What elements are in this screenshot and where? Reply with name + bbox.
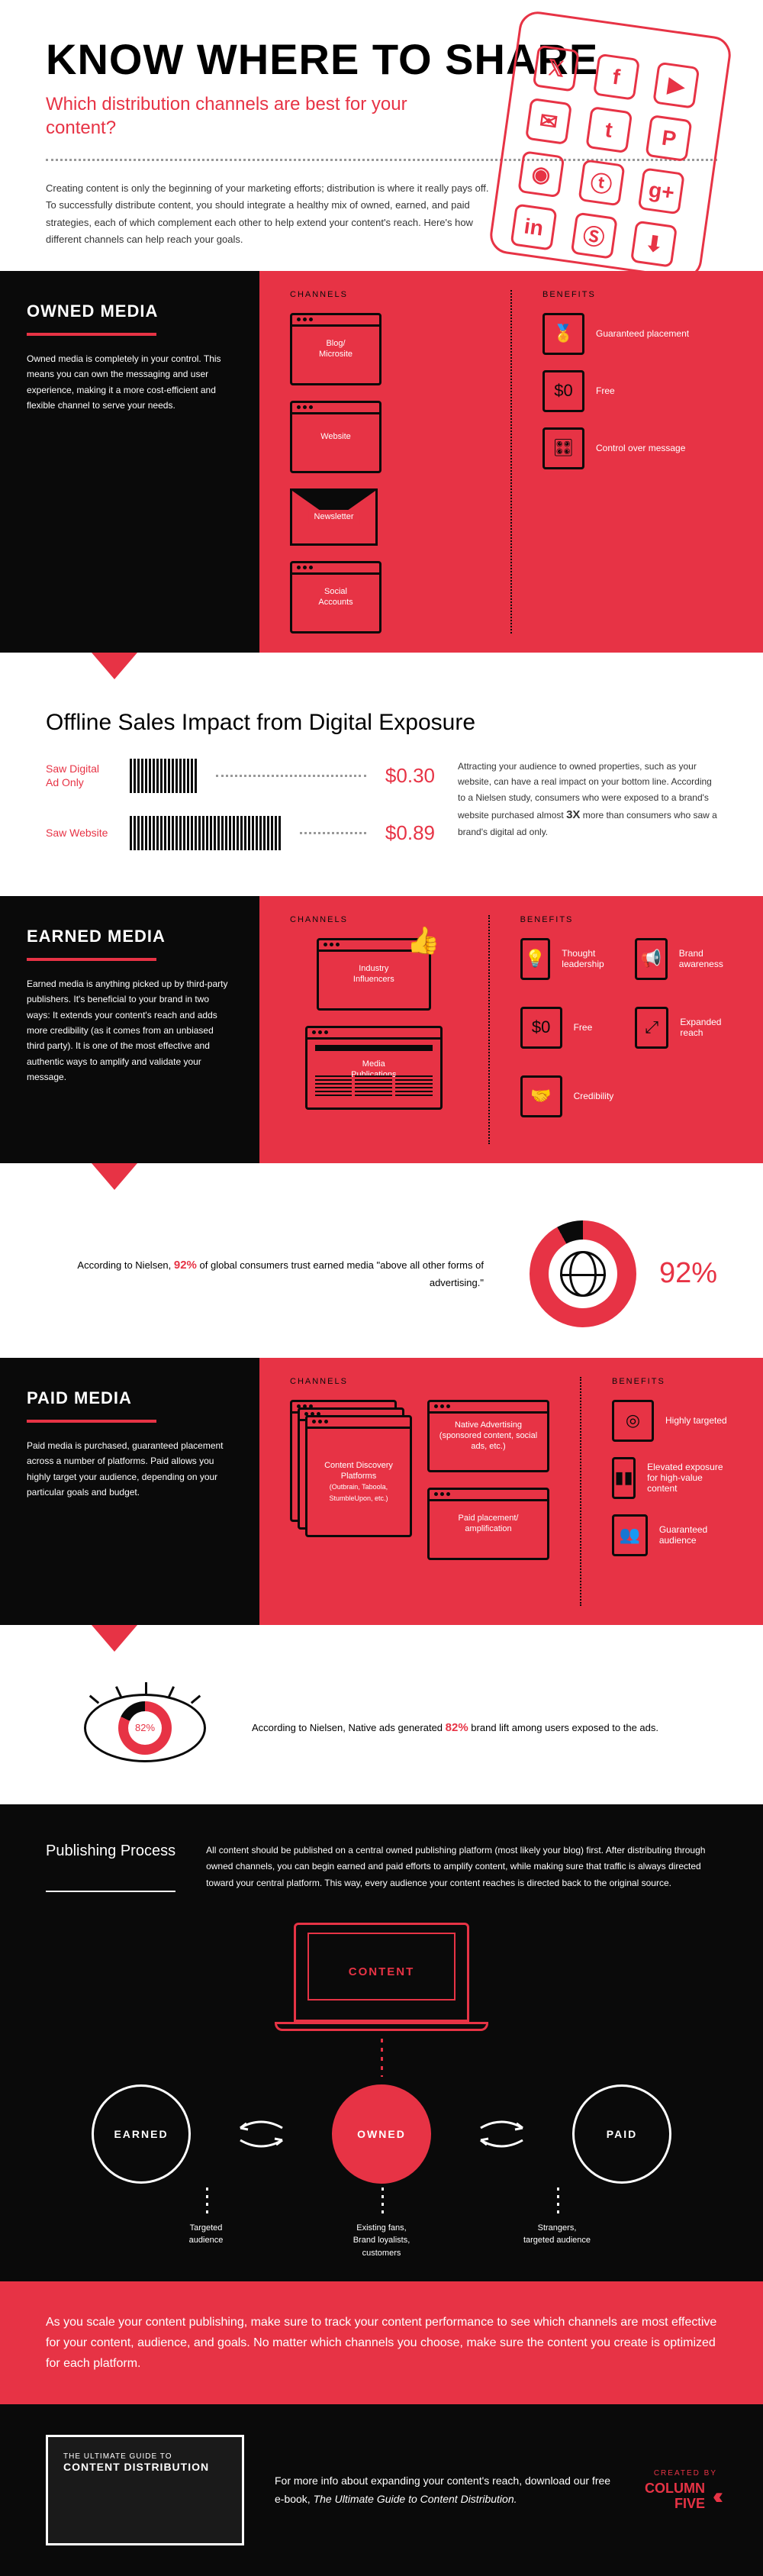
callout: As you scale your content publishing, ma… [0, 2281, 763, 2405]
intro-text: Creating content is only the beginning o… [46, 180, 496, 247]
benefit-icon: $0 [542, 370, 584, 412]
social-app-icon: ⬇ [630, 221, 678, 268]
node-owned: OWNED [332, 2084, 431, 2184]
channel-newsletter: Newsletter [290, 488, 378, 546]
footer: THE ULTIMATE GUIDE TO CONTENT DISTRIBUTI… [0, 2404, 763, 2576]
benefit-icon: ⤢ [635, 1007, 668, 1049]
benefit-icon: 💡 [520, 938, 551, 980]
owned-desc: Owned media is completely in your contro… [27, 351, 233, 414]
channel-publications: Media Publications [305, 1026, 443, 1110]
subtitle: Which distribution channels are best for… [46, 92, 412, 140]
laptop-icon: CONTENT [294, 1923, 469, 2031]
social-app-icon: f [593, 53, 640, 101]
logo-icon: ‹‹‹ [713, 2484, 717, 2510]
publishing-title: Publishing Process [46, 1843, 175, 1892]
benefit-item: $0Free [520, 1007, 616, 1049]
arrow-down-icon [92, 1163, 137, 1190]
node-earned: EARNED [92, 2084, 191, 2184]
benefit-item: 🏅Guaranteed placement [542, 313, 732, 355]
social-app-icon: P [645, 114, 693, 162]
benefit-icon: 👥 [612, 1514, 648, 1556]
benefit-icon: $0 [520, 1007, 562, 1049]
channels-header: CHANNELS [290, 290, 480, 299]
earned-media-section: EARNED MEDIA Earned media is anything pi… [0, 896, 763, 1163]
channel-blog: Blog/ Microsite [290, 313, 382, 385]
paid-desc: Paid media is purchased, guaranteed plac… [27, 1438, 233, 1501]
benefit-item: 💡Thought leadership [520, 938, 616, 980]
sub-earned: Targeted audience [156, 2222, 256, 2260]
header: KNOW WHERE TO SHARE Which distribution c… [0, 0, 763, 271]
social-app-icon: in [510, 204, 557, 251]
sub-owned: Existing fans, Brand loyalists, customer… [332, 2222, 431, 2260]
social-app-icon: t [585, 106, 633, 153]
sub-paid: Strangers, targeted audience [507, 2222, 607, 2260]
credit: CREATED BY COLUMN FIVE‹‹‹ [645, 2469, 717, 2512]
benefit-item: ◎Highly targeted [612, 1400, 732, 1442]
benefit-item: 📢Brand awareness [635, 938, 732, 980]
channel-social: Social Accounts [290, 561, 382, 634]
ebook-cover: THE ULTIMATE GUIDE TO CONTENT DISTRIBUTI… [46, 2435, 244, 2545]
publishing-text: All content should be published on a cen… [206, 1843, 717, 1892]
benefit-icon: 🏅 [542, 313, 584, 355]
benefit-icon: 🤝 [520, 1075, 562, 1117]
channel-influencers: 👍 Industry Influencers [317, 938, 431, 1011]
offline-sales-section: Offline Sales Impact from Digital Exposu… [0, 679, 763, 896]
earned-title: EARNED MEDIA [27, 927, 233, 946]
publishing-section: Publishing Process All content should be… [0, 1804, 763, 2281]
social-app-icon: ▶ [652, 62, 700, 109]
social-app-icon: ◉ [517, 150, 565, 198]
paid-media-section: PAID MEDIA Paid media is purchased, guar… [0, 1358, 763, 1625]
benefit-item: 🎛Control over message [542, 427, 732, 469]
social-app-icon: ✉ [525, 98, 572, 145]
benefit-item: 🤝Credibility [520, 1075, 616, 1117]
offline-text: Attracting your audience to owned proper… [458, 759, 717, 840]
benefit-item: $0Free [542, 370, 732, 412]
offline-title: Offline Sales Impact from Digital Exposu… [46, 710, 717, 736]
channel-native: Native Advertising (sponsored content, s… [427, 1400, 549, 1472]
social-app-icon: 𝕏 [533, 45, 580, 92]
channel-placement: Paid placement/ amplification [427, 1488, 549, 1560]
paid-stat: 82% According to Nielsen, Native ads gen… [0, 1652, 763, 1804]
globe-icon [560, 1251, 606, 1297]
channel-website: Website [290, 401, 382, 473]
social-app-icon: Ⓢ [570, 212, 617, 260]
eye-icon: 82% [76, 1682, 214, 1774]
channel-discovery: Content Discovery Platforms(Outbrain, Ta… [290, 1400, 408, 1537]
arrow-down-icon [92, 653, 137, 679]
benefit-icon: 📢 [635, 938, 668, 980]
benefit-item: ⤢Expanded reach [635, 1007, 732, 1049]
owned-title: OWNED MEDIA [27, 301, 233, 321]
donut-chart [530, 1220, 636, 1327]
bar-row: Saw Website$0.89 [46, 816, 435, 850]
bar-row: Saw Digital Ad Only$0.30 [46, 759, 435, 793]
node-paid: PAID [572, 2084, 671, 2184]
social-app-icon: ⓣ [578, 159, 625, 206]
donut-percent: 92% [659, 1257, 717, 1290]
arrow-down-icon [92, 1625, 137, 1652]
benefit-icon: ◎ [612, 1400, 654, 1442]
benefits-header: BENEFITS [542, 290, 732, 299]
owned-media-section: OWNED MEDIA Owned media is completely in… [0, 271, 763, 653]
benefit-icon: ▮▮ [612, 1457, 636, 1499]
footer-text: For more info about expanding your conte… [275, 2472, 614, 2509]
publishing-diagram: CONTENT EARNED OWNED PAID Targeted audie… [46, 1923, 717, 2251]
benefit-item: ▮▮Elevated exposure for high-value conte… [612, 1457, 732, 1499]
earned-desc: Earned media is anything picked up by th… [27, 976, 233, 1085]
social-app-icon: g+ [638, 167, 685, 214]
benefit-icon: 🎛 [542, 427, 584, 469]
benefit-item: 👥Guaranteed audience [612, 1514, 732, 1556]
paid-title: PAID MEDIA [27, 1388, 233, 1408]
earned-stat: According to Nielsen, 92% of global cons… [0, 1190, 763, 1358]
phone-illustration: 𝕏f ▶ ✉ tP ◉ ⓣ g+ in Ⓢ ⬇ [488, 9, 733, 281]
